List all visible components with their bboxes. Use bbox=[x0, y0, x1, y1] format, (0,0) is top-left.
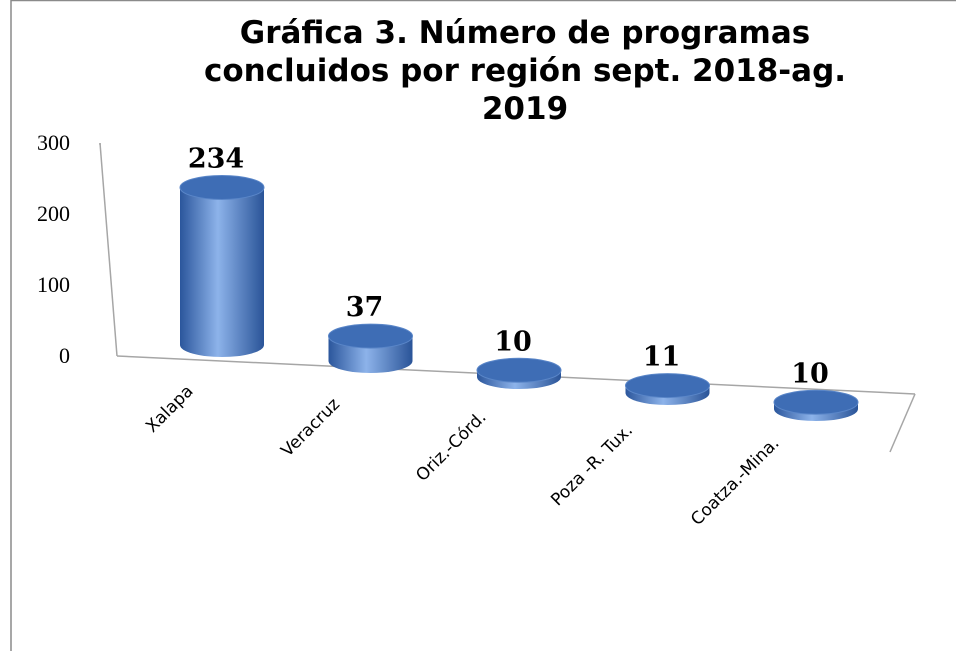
y-tick-label: 0 bbox=[59, 343, 70, 368]
value-label: 10 bbox=[494, 326, 532, 357]
bar-top bbox=[625, 373, 710, 399]
bar-top bbox=[179, 174, 265, 200]
chart-border bbox=[10, 0, 956, 651]
y-tick-label: 300 bbox=[37, 130, 70, 155]
x-tick-label: Oriz.-Córd. bbox=[412, 407, 490, 485]
y-tick-label: 200 bbox=[37, 201, 70, 226]
value-label: 37 bbox=[346, 292, 384, 323]
x-tick-label: Poza -R. Tux. bbox=[547, 420, 637, 510]
value-label: 11 bbox=[643, 342, 681, 373]
bar-top bbox=[328, 323, 413, 349]
bar bbox=[180, 187, 264, 357]
y-tick-label: 100 bbox=[37, 272, 70, 297]
value-label: 234 bbox=[188, 143, 244, 174]
bar-top bbox=[773, 389, 859, 415]
value-label: 10 bbox=[791, 358, 829, 389]
bar-top bbox=[476, 357, 562, 383]
x-tick-label: Xalapa bbox=[142, 381, 197, 436]
chart-title: Gráfica 3. Número de programas concluido… bbox=[203, 15, 847, 127]
x-tick-label: Coatza.-Mina. bbox=[687, 433, 783, 529]
x-tick-label: Veracruz bbox=[277, 394, 344, 461]
